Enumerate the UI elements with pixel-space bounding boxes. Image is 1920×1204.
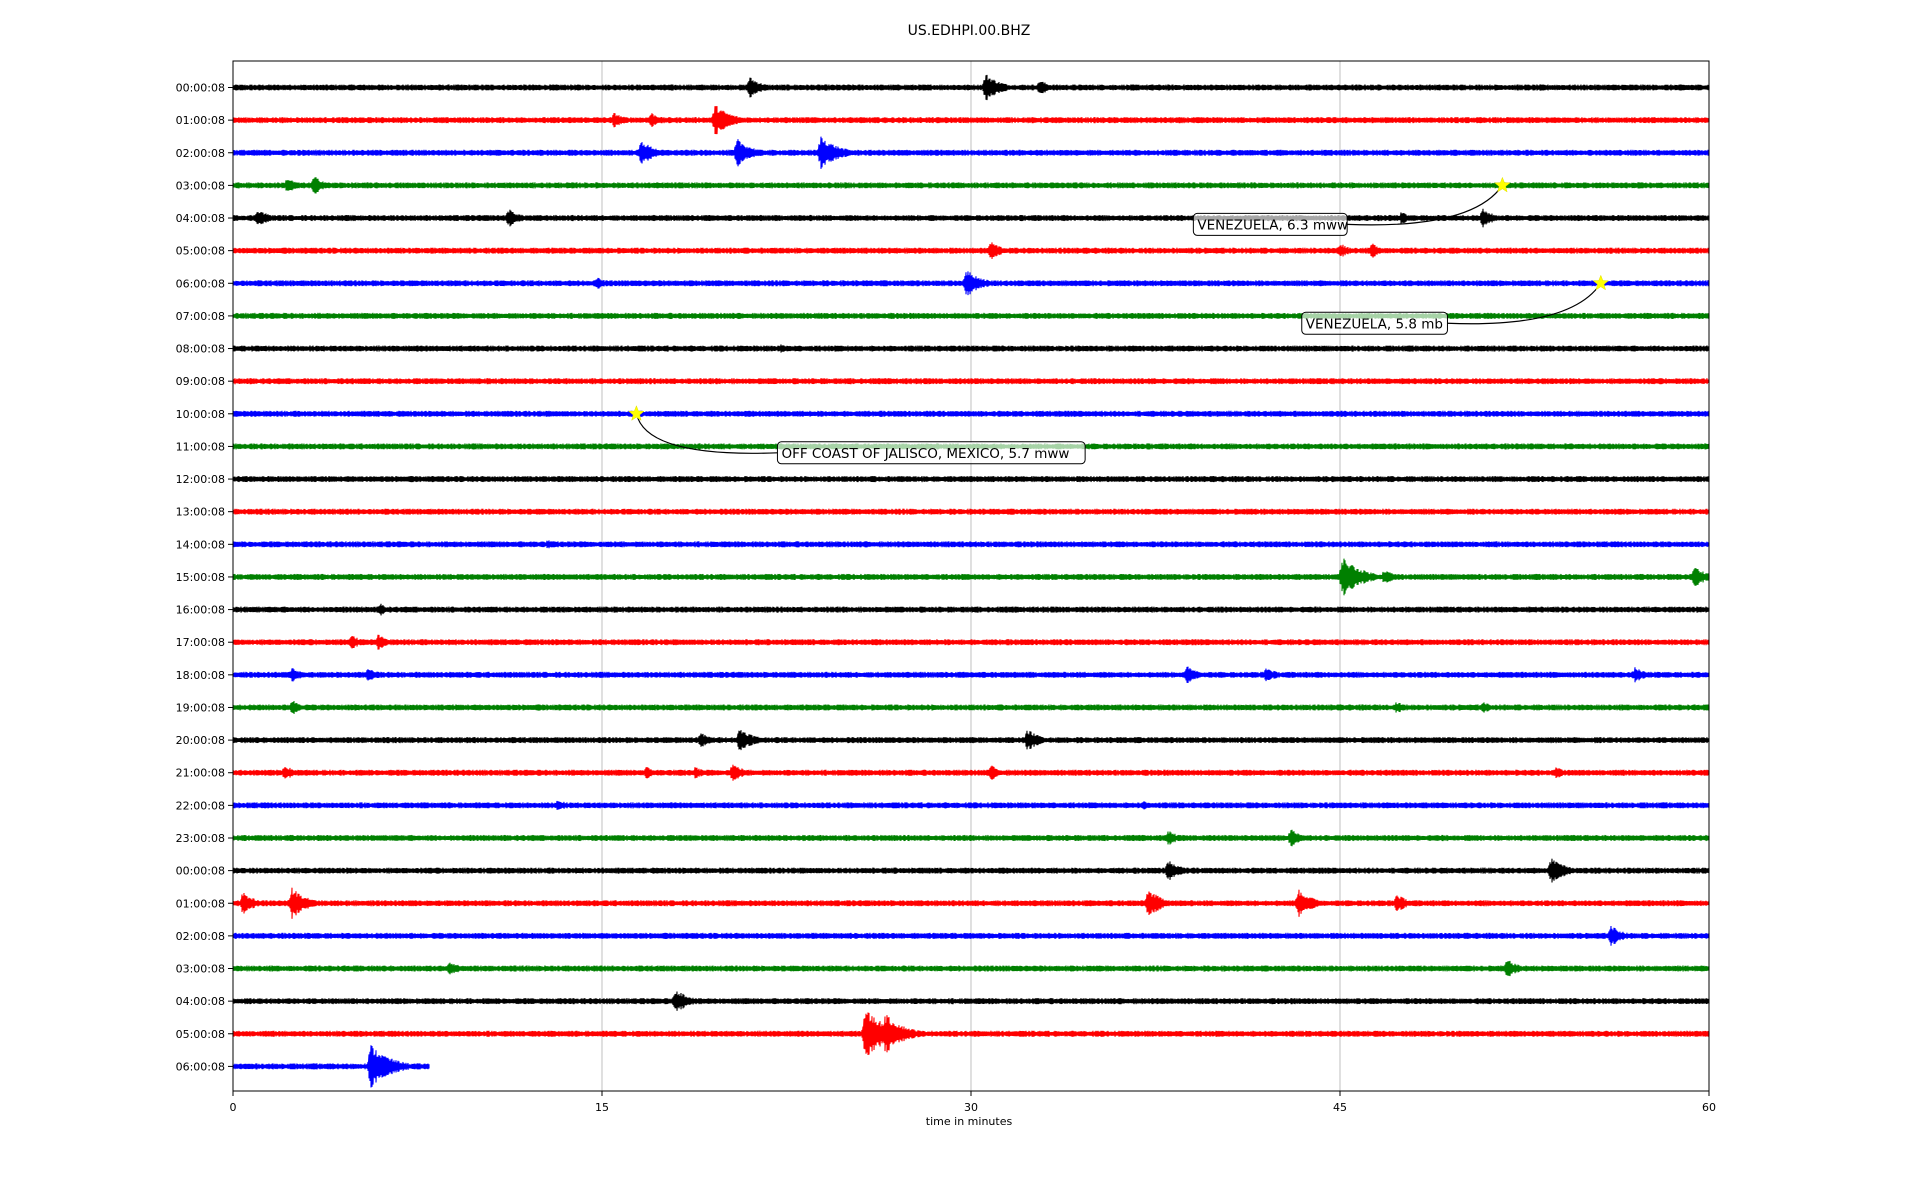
row-time-label: 13:00:08: [176, 506, 225, 519]
row-time-label: 08:00:08: [176, 343, 225, 356]
event-label-box: [1301, 311, 1448, 335]
trace-row: [232, 666, 1710, 684]
event-star-marker: [628, 405, 645, 421]
event-connector: [1447, 282, 1602, 325]
trace-row: [232, 344, 1710, 353]
row-time-label: 05:00:08: [176, 245, 225, 258]
row-time-label: 16:00:08: [176, 604, 225, 617]
trace-row: [232, 208, 1710, 228]
tick-layer: 0 15 30 45 60 00:00:08 01:00:08 02:00:08 03:00:0…: [176, 82, 1716, 1115]
trace-row: [232, 887, 1710, 919]
row-time-label: 06:00:08: [176, 277, 225, 290]
trace-row: [232, 603, 1710, 616]
row-time-label: 11:00:08: [176, 440, 225, 453]
row-time-label: 01:00:08: [176, 114, 225, 127]
event-star-marker: [1494, 176, 1511, 193]
row-time-label: 00:00:08: [176, 82, 225, 95]
event-label: VENEZUELA, 6.3 mww: [1197, 217, 1348, 233]
row-time-label: 19:00:08: [176, 701, 225, 714]
trace-row: [232, 858, 1710, 883]
trace-row: [232, 960, 1710, 977]
event-label: OFF COAST OF JALISCO, MEXICO, 5.7 mww: [781, 446, 1069, 462]
trace-row: [232, 106, 1710, 135]
row-time-label: 07:00:08: [176, 310, 225, 323]
row-time-label: 02:00:08: [176, 147, 225, 160]
row-time-label: 15:00:08: [176, 571, 225, 584]
event-label-box: [776, 441, 1086, 465]
x-tick-label: 15: [595, 1101, 609, 1114]
x-tick-label: 0: [230, 1101, 237, 1114]
trace-row: [232, 312, 1710, 320]
row-time-label: 05:00:08: [176, 1028, 225, 1041]
trace-row: [232, 730, 1710, 751]
row-time-label: 12:00:08: [176, 473, 225, 486]
trace-row: [232, 558, 1710, 596]
x-tick-label: 45: [1333, 1101, 1347, 1114]
trace-row: [232, 410, 1710, 417]
row-time-label: 00:00:08: [176, 865, 225, 878]
trace-row: [232, 925, 1710, 946]
row-time-label: 03:00:08: [176, 179, 225, 192]
trace-row: [232, 1012, 1710, 1056]
event-label-box: [1192, 212, 1348, 236]
row-time-label: 14:00:08: [176, 538, 225, 551]
trace-row: [232, 378, 1710, 385]
row-time-label: 02:00:08: [176, 930, 225, 943]
trace-row: [232, 700, 1710, 714]
x-tick-label: 30: [964, 1101, 978, 1114]
trace-layer: [232, 74, 1710, 1088]
row-time-label: 22:00:08: [176, 799, 225, 812]
trace-row: [232, 136, 1710, 169]
trace-row: [232, 475, 1710, 483]
row-time-label: 06:00:08: [176, 1060, 225, 1073]
row-time-label: 23:00:08: [176, 832, 225, 845]
row-time-label: 10:00:08: [176, 408, 225, 421]
trace-row: [232, 271, 1710, 296]
chart-title: US.EDHPI.00.BHZ: [908, 23, 1031, 39]
event-connector: [635, 413, 778, 454]
trace-row: [232, 242, 1710, 259]
row-time-label: 21:00:08: [176, 767, 225, 780]
event-layer: VENEZUELA, 6.3 mww VENEZUELA, 5.8 mb OFF C…: [628, 176, 1610, 465]
x-axis-label: time in minutes: [926, 1115, 1013, 1128]
event-star-marker: [1592, 274, 1610, 291]
trace-row: [232, 540, 1710, 549]
trace-row: [232, 634, 1710, 650]
event-connector: [1347, 185, 1503, 226]
row-time-label: 20:00:08: [176, 734, 225, 747]
trace-row: [232, 508, 1710, 515]
trace-row: [232, 800, 1710, 810]
row-time-label: 04:00:08: [176, 212, 225, 225]
row-time-label: 03:00:08: [176, 963, 225, 976]
row-time-label: 04:00:08: [176, 995, 225, 1008]
x-tick-label: 60: [1702, 1101, 1716, 1114]
trace-row: [232, 74, 1710, 101]
row-time-label: 17:00:08: [176, 636, 225, 649]
trace-row: [232, 1045, 430, 1088]
event-label: VENEZUELA, 5.8 mb: [1306, 316, 1443, 332]
trace-row: [232, 829, 1710, 847]
trace-row: [232, 991, 1710, 1011]
trace-row: [232, 177, 1710, 194]
trace-row: [232, 764, 1710, 781]
row-time-label: 09:00:08: [176, 375, 225, 388]
row-time-label: 01:00:08: [176, 897, 225, 910]
row-time-label: 18:00:08: [176, 669, 225, 682]
